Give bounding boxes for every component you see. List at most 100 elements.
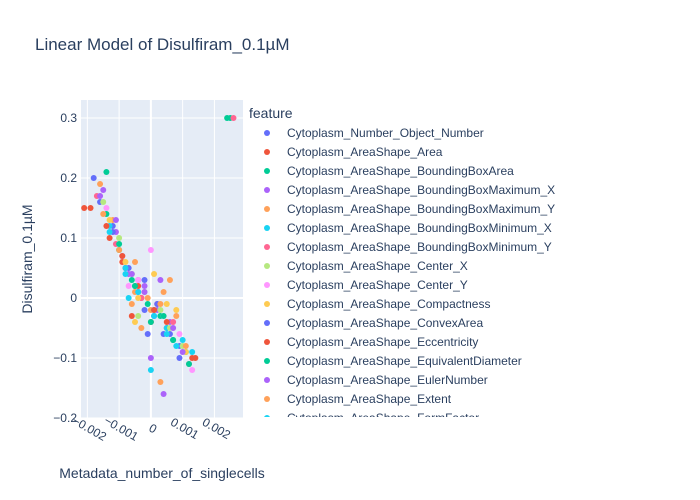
data-point[interactable] <box>230 115 237 121</box>
data-point[interactable] <box>144 331 151 337</box>
data-point[interactable] <box>173 313 180 319</box>
data-point[interactable] <box>132 283 138 289</box>
data-point[interactable] <box>147 319 154 325</box>
data-point[interactable] <box>81 205 88 211</box>
data-point[interactable] <box>176 355 183 361</box>
legend-item[interactable]: Cytoplasm_AreaShape_BoundingBoxMinimum_Y <box>264 240 552 254</box>
data-point[interactable] <box>106 229 113 235</box>
data-point[interactable] <box>157 301 164 307</box>
plot-area[interactable] <box>81 100 243 418</box>
data-point[interactable] <box>135 289 142 295</box>
data-point[interactable] <box>173 307 180 313</box>
data-point[interactable] <box>157 307 164 313</box>
data-point[interactable] <box>135 313 142 319</box>
data-point[interactable] <box>163 331 170 337</box>
legend-item[interactable]: Cytoplasm_AreaShape_Area <box>264 145 443 159</box>
data-point[interactable] <box>189 367 196 373</box>
data-point[interactable] <box>173 343 180 349</box>
data-point[interactable] <box>125 283 132 289</box>
data-point[interactable] <box>100 187 107 193</box>
data-point[interactable] <box>128 271 135 277</box>
data-point[interactable] <box>147 247 154 253</box>
data-point[interactable] <box>122 271 129 277</box>
data-point[interactable] <box>179 349 186 355</box>
data-point[interactable] <box>128 277 135 283</box>
data-point[interactable] <box>116 235 123 241</box>
data-point[interactable] <box>144 301 151 307</box>
data-point[interactable] <box>87 205 94 211</box>
data-point[interactable] <box>157 277 164 283</box>
data-point[interactable] <box>166 277 173 283</box>
data-point[interactable] <box>122 265 129 271</box>
legend-item[interactable]: Cytoplasm_AreaShape_Compactness <box>264 297 490 311</box>
data-point[interactable] <box>103 223 110 229</box>
data-point[interactable] <box>119 253 126 259</box>
data-point[interactable] <box>160 391 167 397</box>
legend-marker <box>264 263 270 269</box>
data-point[interactable] <box>122 259 129 265</box>
legend-item[interactable]: Cytoplasm_AreaShape_FormFactor <box>264 411 479 425</box>
data-point[interactable] <box>132 319 138 325</box>
x-tick-label: 0.002 <box>200 415 233 442</box>
legend-item[interactable]: Cytoplasm_AreaShape_BoundingBoxMaximum_X <box>264 183 555 197</box>
legend-item[interactable]: Cytoplasm_AreaShape_EulerNumber <box>264 373 488 387</box>
data-point[interactable] <box>141 289 148 295</box>
data-point[interactable] <box>163 301 170 307</box>
data-point[interactable] <box>176 331 183 337</box>
data-point[interactable] <box>151 313 158 319</box>
data-point[interactable] <box>182 343 189 349</box>
legend-marker <box>264 301 270 307</box>
legend-label: Cytoplasm_AreaShape_EquivalentDiameter <box>287 354 522 368</box>
legend-item[interactable]: Cytoplasm_AreaShape_Center_X <box>264 259 468 273</box>
data-point[interactable] <box>151 307 158 313</box>
data-point[interactable] <box>186 361 192 367</box>
data-point[interactable] <box>147 367 154 373</box>
data-point[interactable] <box>170 325 177 331</box>
data-point[interactable] <box>138 325 145 331</box>
legend-item[interactable]: Cytoplasm_AreaShape_EquivalentDiameter <box>264 354 522 368</box>
data-point[interactable] <box>103 205 110 211</box>
legend-item[interactable]: Cytoplasm_AreaShape_Extent <box>264 392 452 406</box>
data-point[interactable] <box>128 301 135 307</box>
data-point[interactable] <box>160 289 167 295</box>
data-point[interactable] <box>97 193 104 199</box>
data-point[interactable] <box>144 295 151 301</box>
data-point[interactable] <box>179 337 186 343</box>
legend-item[interactable]: Cytoplasm_AreaShape_Center_Y <box>264 278 468 292</box>
data-point[interactable] <box>170 319 177 325</box>
data-point[interactable] <box>90 175 97 181</box>
data-point[interactable] <box>157 379 164 385</box>
data-point[interactable] <box>135 295 142 301</box>
data-point[interactable] <box>132 259 138 265</box>
data-point[interactable] <box>106 235 113 241</box>
data-point[interactable] <box>106 217 113 223</box>
chart-title: Linear Model of Disulfiram_0.1µM <box>35 35 290 54</box>
data-point[interactable] <box>160 313 167 319</box>
data-point[interactable] <box>125 295 132 301</box>
data-point[interactable] <box>224 115 231 121</box>
data-point[interactable] <box>147 355 154 361</box>
data-point[interactable] <box>116 241 123 247</box>
data-point[interactable] <box>97 181 104 187</box>
legend-item[interactable]: Cytoplasm_AreaShape_BoundingBoxMinimum_X <box>264 221 552 235</box>
data-point[interactable] <box>100 199 107 205</box>
data-point[interactable] <box>141 277 148 283</box>
data-point[interactable] <box>170 337 177 343</box>
data-point[interactable] <box>151 271 158 277</box>
data-point[interactable] <box>135 277 142 283</box>
data-point[interactable] <box>100 211 107 217</box>
legend-item[interactable]: Cytoplasm_AreaShape_BoundingBoxArea <box>264 164 514 178</box>
legend-item[interactable]: Cytoplasm_AreaShape_Eccentricity <box>264 335 478 349</box>
legend-item[interactable]: Cytoplasm_AreaShape_ConvexArea <box>264 316 483 330</box>
data-point[interactable] <box>141 307 148 313</box>
data-point[interactable] <box>163 319 170 325</box>
data-point[interactable] <box>192 355 199 361</box>
data-point[interactable] <box>141 283 148 289</box>
data-point[interactable] <box>103 169 110 175</box>
data-point[interactable] <box>116 247 123 253</box>
data-point[interactable] <box>112 217 119 223</box>
data-point[interactable] <box>128 313 135 319</box>
legend-item[interactable]: Cytoplasm_AreaShape_BoundingBoxMaximum_Y <box>264 202 555 216</box>
data-point[interactable] <box>189 349 196 355</box>
legend-item[interactable]: Cytoplasm_Number_Object_Number <box>264 126 484 140</box>
